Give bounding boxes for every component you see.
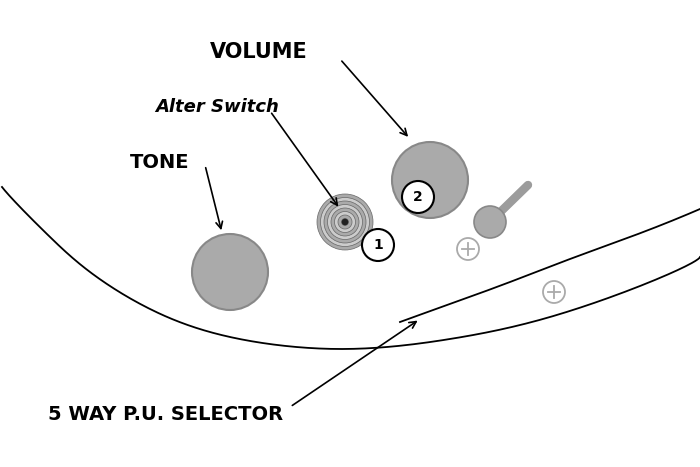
Circle shape <box>338 215 352 229</box>
Circle shape <box>328 205 363 240</box>
Text: Alter Switch: Alter Switch <box>155 98 279 116</box>
Circle shape <box>402 181 434 213</box>
Circle shape <box>321 198 370 247</box>
Circle shape <box>331 208 359 236</box>
Text: VOLUME: VOLUME <box>210 42 308 62</box>
Text: 2: 2 <box>413 190 423 204</box>
Text: 1: 1 <box>373 238 383 252</box>
Text: 5 WAY P.U. SELECTOR: 5 WAY P.U. SELECTOR <box>48 405 283 425</box>
Circle shape <box>324 201 366 243</box>
Circle shape <box>335 212 356 233</box>
Circle shape <box>474 206 506 238</box>
Circle shape <box>342 219 349 226</box>
Circle shape <box>362 229 394 261</box>
Circle shape <box>342 219 349 226</box>
Circle shape <box>317 194 373 250</box>
Text: TONE: TONE <box>130 153 190 171</box>
Circle shape <box>392 142 468 218</box>
Circle shape <box>192 234 268 310</box>
